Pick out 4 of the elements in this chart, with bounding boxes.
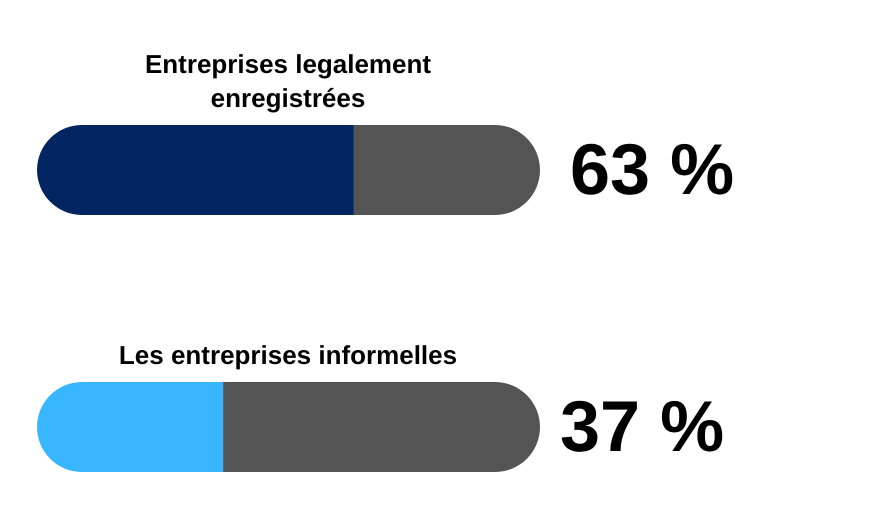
- data-label: 37 %: [560, 387, 724, 467]
- y-tick-label: Les entreprises informelles: [118, 340, 458, 370]
- data-label: 63 %: [570, 130, 734, 210]
- y-tick-label: Entreprises legalement enregistrées: [144, 49, 432, 113]
